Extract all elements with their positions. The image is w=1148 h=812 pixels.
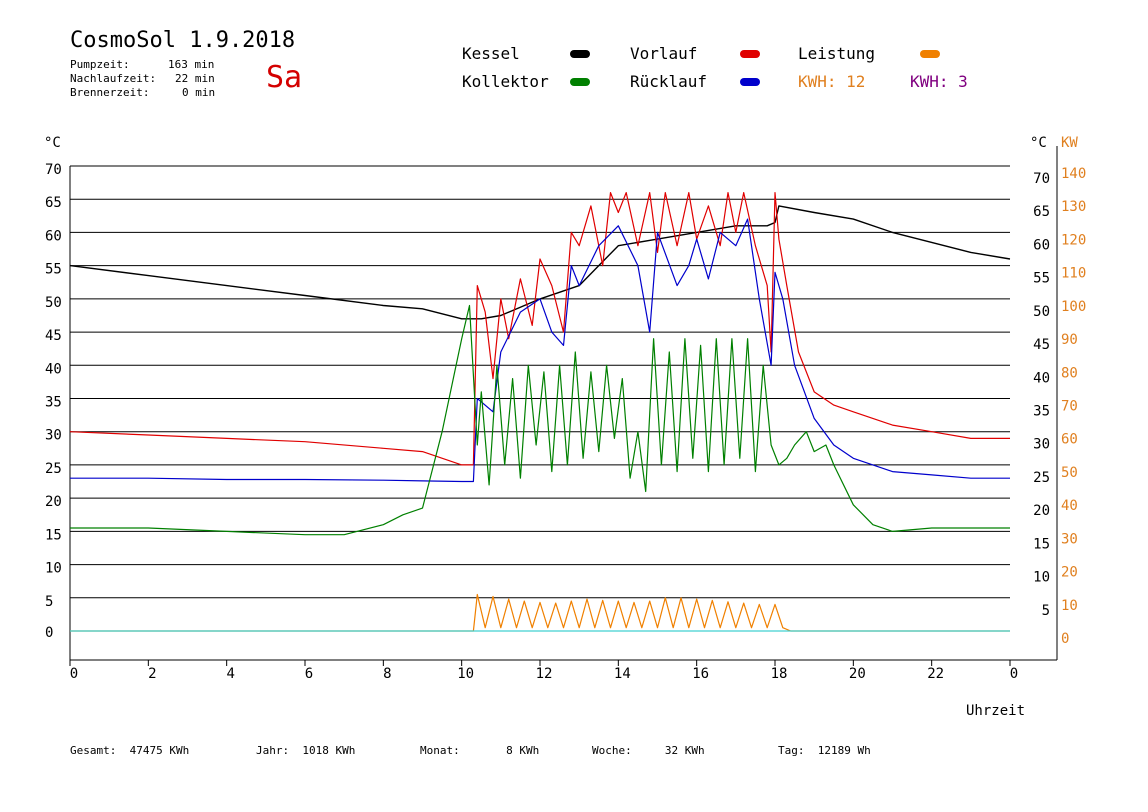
y-tick-label-left: 30 — [45, 428, 62, 444]
x-tick-label: 22 — [927, 666, 944, 682]
y-tick-label-right: 10 — [1033, 570, 1050, 586]
y-tick-label-kw: 50 — [1061, 465, 1078, 481]
x-tick-label: 20 — [849, 666, 866, 682]
legend-kessel-swatch — [570, 50, 590, 58]
legend-vorlauf-label: Vorlauf — [630, 44, 698, 63]
y-tick-label-left: 0 — [45, 625, 53, 641]
y-tick-label-right: 45 — [1033, 337, 1050, 353]
x-tick-label: 10 — [457, 666, 474, 682]
footer-tag: Tag: 12189 Wh — [778, 744, 871, 757]
footer-gesamt: Gesamt: 47475 KWh — [70, 744, 190, 757]
x-tick-label: 12 — [536, 666, 553, 682]
pump-label: Pumpzeit: — [70, 58, 130, 71]
y-axis-title-left: °C — [44, 135, 61, 151]
y-tick-label-kw: 130 — [1061, 199, 1086, 215]
series-line-vorlauf — [69, 192, 1010, 466]
y-tick-label-right: 30 — [1033, 437, 1050, 453]
y-tick-label-left: 20 — [45, 494, 62, 510]
legend-kwh-second: KWH: 3 — [910, 72, 968, 91]
y-tick-label-right: 20 — [1033, 503, 1050, 519]
y-tick-label-left: 5 — [45, 594, 53, 610]
y-tick-label-left: 55 — [45, 262, 62, 278]
series-line-rcklauf — [70, 218, 1010, 483]
x-tick-label: 6 — [305, 666, 313, 682]
y-tick-label-right: 25 — [1033, 470, 1050, 486]
y-tick-label-kw: 120 — [1061, 232, 1086, 248]
y-tick-label-kw: 70 — [1061, 399, 1078, 415]
y-tick-label-left: 60 — [45, 228, 62, 244]
legend-kollektor-swatch — [570, 78, 590, 86]
y-tick-label-right: 35 — [1033, 404, 1050, 420]
x-tick-label: 0 — [70, 666, 78, 682]
y-tick-label-kw: 30 — [1061, 531, 1078, 547]
y-tick-label-left: 65 — [45, 195, 62, 211]
legend-ruecklauf-label: Rücklauf — [630, 72, 708, 91]
x-tick-label: 18 — [771, 666, 788, 682]
y-tick-label-right: 5 — [1042, 603, 1050, 619]
y-tick-label-left: 50 — [45, 295, 62, 311]
series-line-leistung — [70, 593, 1010, 632]
y-tick-label-kw: 60 — [1061, 432, 1078, 448]
nachlauf-value: 22 min — [175, 72, 215, 85]
y-tick-label-kw: 20 — [1061, 565, 1078, 581]
y-tick-label-right: 60 — [1033, 237, 1050, 253]
legend-kwh-solar: KWH: 12 — [798, 72, 866, 91]
y-tick-label-left: 40 — [45, 361, 62, 377]
y-tick-label-right: 70 — [1033, 171, 1050, 187]
y-tick-label-kw: 90 — [1061, 332, 1078, 348]
series-line-kollektor — [70, 304, 1010, 536]
series-line-kessel — [69, 205, 1011, 320]
y-tick-label-kw: 0 — [1061, 631, 1069, 647]
y-tick-label-left: 10 — [45, 561, 62, 577]
y-tick-label-right: 15 — [1033, 536, 1050, 552]
legend-ruecklauf-swatch — [740, 78, 760, 86]
y-tick-label-kw: 100 — [1061, 299, 1086, 315]
legend-vorlauf-swatch — [740, 50, 760, 58]
y-tick-label-kw: 140 — [1061, 166, 1086, 182]
y-tick-label-kw: 10 — [1061, 598, 1078, 614]
y-tick-label-left: 15 — [45, 527, 62, 543]
y-tick-label-kw: 110 — [1061, 266, 1086, 282]
legend-kollektor-label: Kollektor — [462, 72, 549, 91]
y-tick-label-left: 25 — [45, 461, 62, 477]
day-label: Sa — [266, 60, 303, 95]
legend-leistung-label: Leistung — [798, 44, 876, 63]
legend-kessel-label: Kessel — [462, 44, 520, 63]
chart-title: CosmoSol 1.9.2018 — [70, 28, 296, 53]
footer-woche: Woche: 32 KWh — [592, 744, 705, 757]
x-tick-label: 8 — [383, 666, 391, 682]
x-tick-label: 14 — [614, 666, 631, 682]
y-tick-label-left: 35 — [45, 395, 62, 411]
footer-jahr: Jahr: 1018 KWh — [256, 744, 356, 757]
y-tick-label-right: 65 — [1033, 204, 1050, 220]
nachlauf-label: Nachlaufzeit: — [70, 72, 157, 85]
y-axis-title-right: °C — [1030, 135, 1047, 151]
y-tick-label-right: 40 — [1033, 370, 1050, 386]
legend-leistung-swatch — [920, 50, 940, 58]
x-axis-title: Uhrzeit — [966, 703, 1025, 719]
y-axis-title-kw: KW — [1061, 135, 1078, 151]
y-tick-label-left: 45 — [45, 328, 62, 344]
x-tick-label: 2 — [148, 666, 156, 682]
footer-monat: Monat: 8 KWh — [420, 744, 540, 757]
y-tick-label-kw: 40 — [1061, 498, 1078, 514]
x-tick-label: 0 — [1010, 666, 1018, 682]
y-tick-label-left: 70 — [45, 162, 62, 178]
x-tick-label: 4 — [226, 666, 234, 682]
pump-value: 163 min — [168, 58, 215, 71]
y-tick-label-right: 55 — [1033, 271, 1050, 287]
x-tick-label: 16 — [692, 666, 709, 682]
brenner-label: Brennerzeit: — [70, 86, 150, 99]
y-tick-label-kw: 80 — [1061, 365, 1078, 381]
y-tick-label-right: 50 — [1033, 304, 1050, 320]
brenner-value: 0 min — [182, 86, 216, 99]
